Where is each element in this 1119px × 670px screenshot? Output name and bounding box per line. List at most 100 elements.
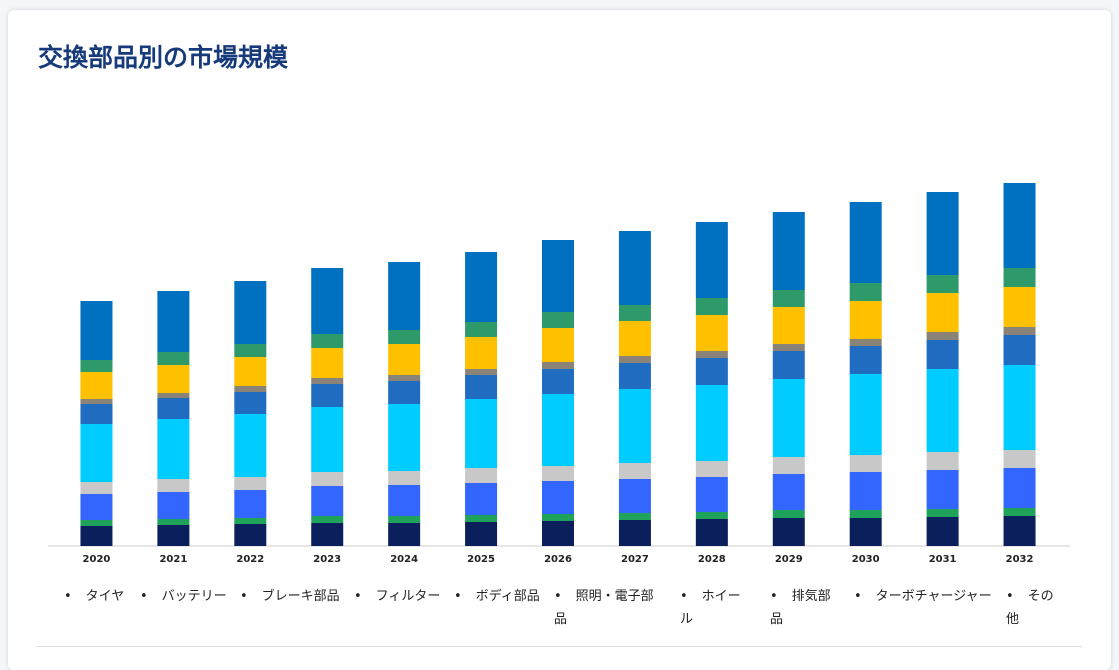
bar-segment [618, 463, 651, 479]
x-tick-label: 2027 [621, 554, 649, 565]
bar-segment [695, 351, 728, 358]
bar-segment [926, 509, 959, 517]
bar-segment [388, 523, 421, 546]
bar-segment [1003, 516, 1036, 546]
bar-segment [618, 231, 651, 305]
bar-segment [695, 461, 728, 477]
bar-segment [1003, 450, 1036, 468]
bar-segment [80, 301, 113, 360]
bar-segment [157, 291, 190, 352]
bar-segment [926, 340, 959, 369]
legend-item: バッテリー [140, 585, 230, 608]
bar-segment [234, 518, 267, 524]
bar-segment [80, 494, 113, 520]
legend-item: ホイール [680, 585, 750, 631]
bar-segment [157, 525, 190, 546]
bar-segment [772, 379, 805, 457]
x-tick-label: 2023 [313, 554, 341, 565]
x-tick-label: 2021 [159, 554, 187, 565]
bar-segment [772, 457, 805, 474]
bar-segment [926, 192, 959, 275]
bar-segment [542, 328, 574, 362]
bar-segment [234, 524, 267, 546]
x-tick-label: 2030 [852, 554, 880, 565]
bar-segment [388, 516, 421, 523]
bar-segment [1003, 287, 1036, 327]
bar-segment [695, 477, 728, 512]
bar-segment [772, 518, 805, 546]
bar-segment [465, 399, 498, 468]
bar-segment [1003, 335, 1036, 365]
bar-segment [234, 477, 267, 490]
bar-segment [388, 471, 421, 485]
bar-segment [465, 369, 498, 375]
bar-segment [1003, 365, 1036, 450]
bar-segment [465, 375, 498, 399]
bar-segment [542, 481, 574, 514]
bar-segment [157, 492, 190, 519]
bar-segment [772, 307, 805, 344]
legend-item: 排気部品 [770, 585, 840, 631]
x-tick-label: 2026 [544, 554, 572, 565]
bar-segment [157, 479, 190, 492]
legend-item: ブレーキ部品 [240, 585, 340, 608]
bar-segment [618, 321, 651, 356]
bar-segment [311, 348, 344, 378]
legend-item: ターボチャージャー [854, 585, 994, 608]
bar-segment [234, 386, 267, 392]
x-tick-label: 2025 [467, 554, 495, 565]
bar-segment [926, 275, 959, 293]
bar-segment [157, 352, 190, 365]
bar-segment [234, 344, 267, 357]
bar-segment [465, 337, 498, 369]
legend-item: ボディ部品 [454, 585, 544, 608]
bar-segment [618, 520, 651, 546]
legend-item: 照明・電子部品 [554, 585, 664, 631]
bar-segment [849, 455, 882, 472]
bar-segment [772, 351, 805, 379]
bar-segment [849, 518, 882, 546]
bar-segment [695, 512, 728, 519]
bar-segment [388, 330, 421, 344]
bar-segment [388, 485, 421, 516]
bar-segment [157, 519, 190, 525]
bar-segment [80, 424, 113, 482]
bar-segment [695, 298, 728, 315]
bar-segment [695, 315, 728, 351]
x-tick-label: 2029 [775, 554, 803, 565]
bar-segment [849, 202, 882, 283]
bar-segment [618, 389, 651, 463]
bar-segment [388, 381, 421, 404]
bar-segment [157, 398, 190, 419]
bar-segment [388, 404, 421, 471]
bar-segment [80, 372, 113, 399]
x-tick-label: 2028 [698, 554, 726, 565]
bar-segment [80, 360, 113, 372]
bar-segment [618, 356, 651, 363]
bar-segment [849, 472, 882, 510]
bar-segment [926, 517, 959, 546]
bar-segment [1003, 508, 1036, 516]
bar-segment [926, 332, 959, 340]
bar-segment [234, 414, 267, 477]
legend-item: タイヤ [64, 585, 130, 608]
bar-segment [388, 344, 421, 375]
bar-segment [465, 522, 498, 546]
x-tick-label: 2020 [83, 554, 111, 565]
legend-item: その他 [1006, 585, 1066, 631]
bar-segment [234, 490, 267, 518]
bar-segment [849, 339, 882, 346]
bar-segment [311, 378, 344, 384]
bar-segment [311, 523, 344, 546]
bar-segment [465, 468, 498, 483]
divider [36, 646, 1082, 647]
bar-segment [542, 369, 574, 394]
bar-segment [542, 394, 574, 466]
bar-segment [311, 334, 344, 348]
bar-segment [157, 419, 190, 479]
bar-segment [695, 358, 728, 385]
bar-segment [849, 374, 882, 455]
bar-segment [311, 472, 344, 486]
bar-segment [772, 344, 805, 351]
x-tick-label: 2031 [929, 554, 957, 565]
